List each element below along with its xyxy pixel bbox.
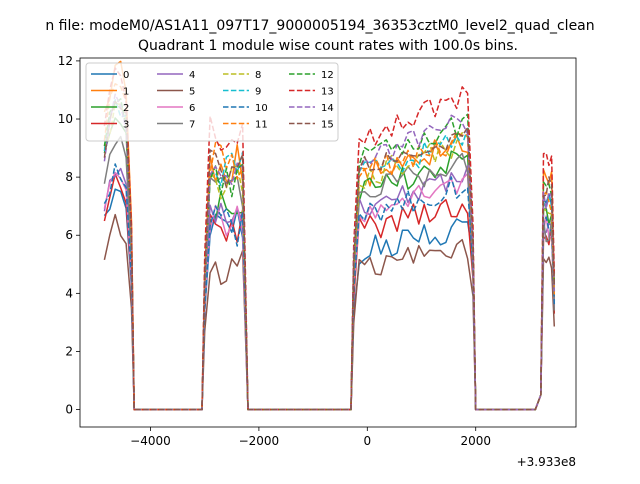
legend-label-3: 3: [123, 120, 129, 131]
series-layer: [103, 60, 556, 411]
legend-label-0: 0: [123, 70, 129, 81]
chart-title: Quadrant 1 module wise count rates with …: [138, 38, 518, 54]
x-tick-label: −2000: [239, 434, 280, 448]
series-line-15: [103, 100, 556, 411]
legend-label-15: 15: [321, 120, 334, 131]
x-axis-offset-label: +3.933e8: [517, 455, 576, 469]
series-line-7: [103, 135, 556, 411]
x-tick-label: 2000: [460, 434, 491, 448]
figure-suptitle: n file: modeM0/AS1A11_097T17_9000005194_…: [45, 18, 594, 34]
series-line-14: [103, 93, 556, 411]
y-tick-label: 2: [65, 344, 73, 358]
legend-label-7: 7: [189, 120, 195, 131]
y-tick-label: 4: [65, 286, 73, 300]
legend-label-4: 4: [189, 70, 195, 81]
series-line-5: [103, 213, 556, 411]
legend-label-8: 8: [255, 70, 261, 81]
plot-frame: [79, 57, 577, 428]
legend-label-2: 2: [123, 103, 129, 114]
legend-label-13: 13: [321, 87, 334, 98]
series-line-8: [103, 103, 556, 411]
legend-box: [85, 62, 339, 142]
y-tick-label: 10: [58, 112, 73, 126]
legend-label-11: 11: [255, 120, 268, 131]
y-tick-label: 8: [65, 170, 73, 184]
legend-label-5: 5: [189, 87, 195, 98]
series-line-3: [103, 173, 556, 411]
series-line-12: [103, 98, 556, 411]
legend-label-9: 9: [255, 87, 261, 98]
legend-label-10: 10: [255, 103, 268, 114]
x-tick-label: 0: [363, 434, 371, 448]
series-line-6: [103, 171, 556, 411]
series-line-13: [103, 67, 556, 411]
y-tick-label: 12: [58, 54, 73, 68]
legend-label-1: 1: [123, 87, 129, 98]
series-line-9: [103, 99, 556, 411]
series-line-10: [103, 163, 556, 411]
legend-label-12: 12: [321, 70, 334, 81]
y-tick-label: 6: [65, 228, 73, 242]
x-tick-label: −4000: [130, 434, 171, 448]
series-line-2: [103, 117, 556, 411]
legend-label-6: 6: [189, 103, 195, 114]
series-line-0: [103, 188, 556, 411]
series-line-4: [103, 165, 556, 411]
y-tick-label: 0: [65, 403, 73, 417]
legend-label-14: 14: [321, 103, 334, 114]
